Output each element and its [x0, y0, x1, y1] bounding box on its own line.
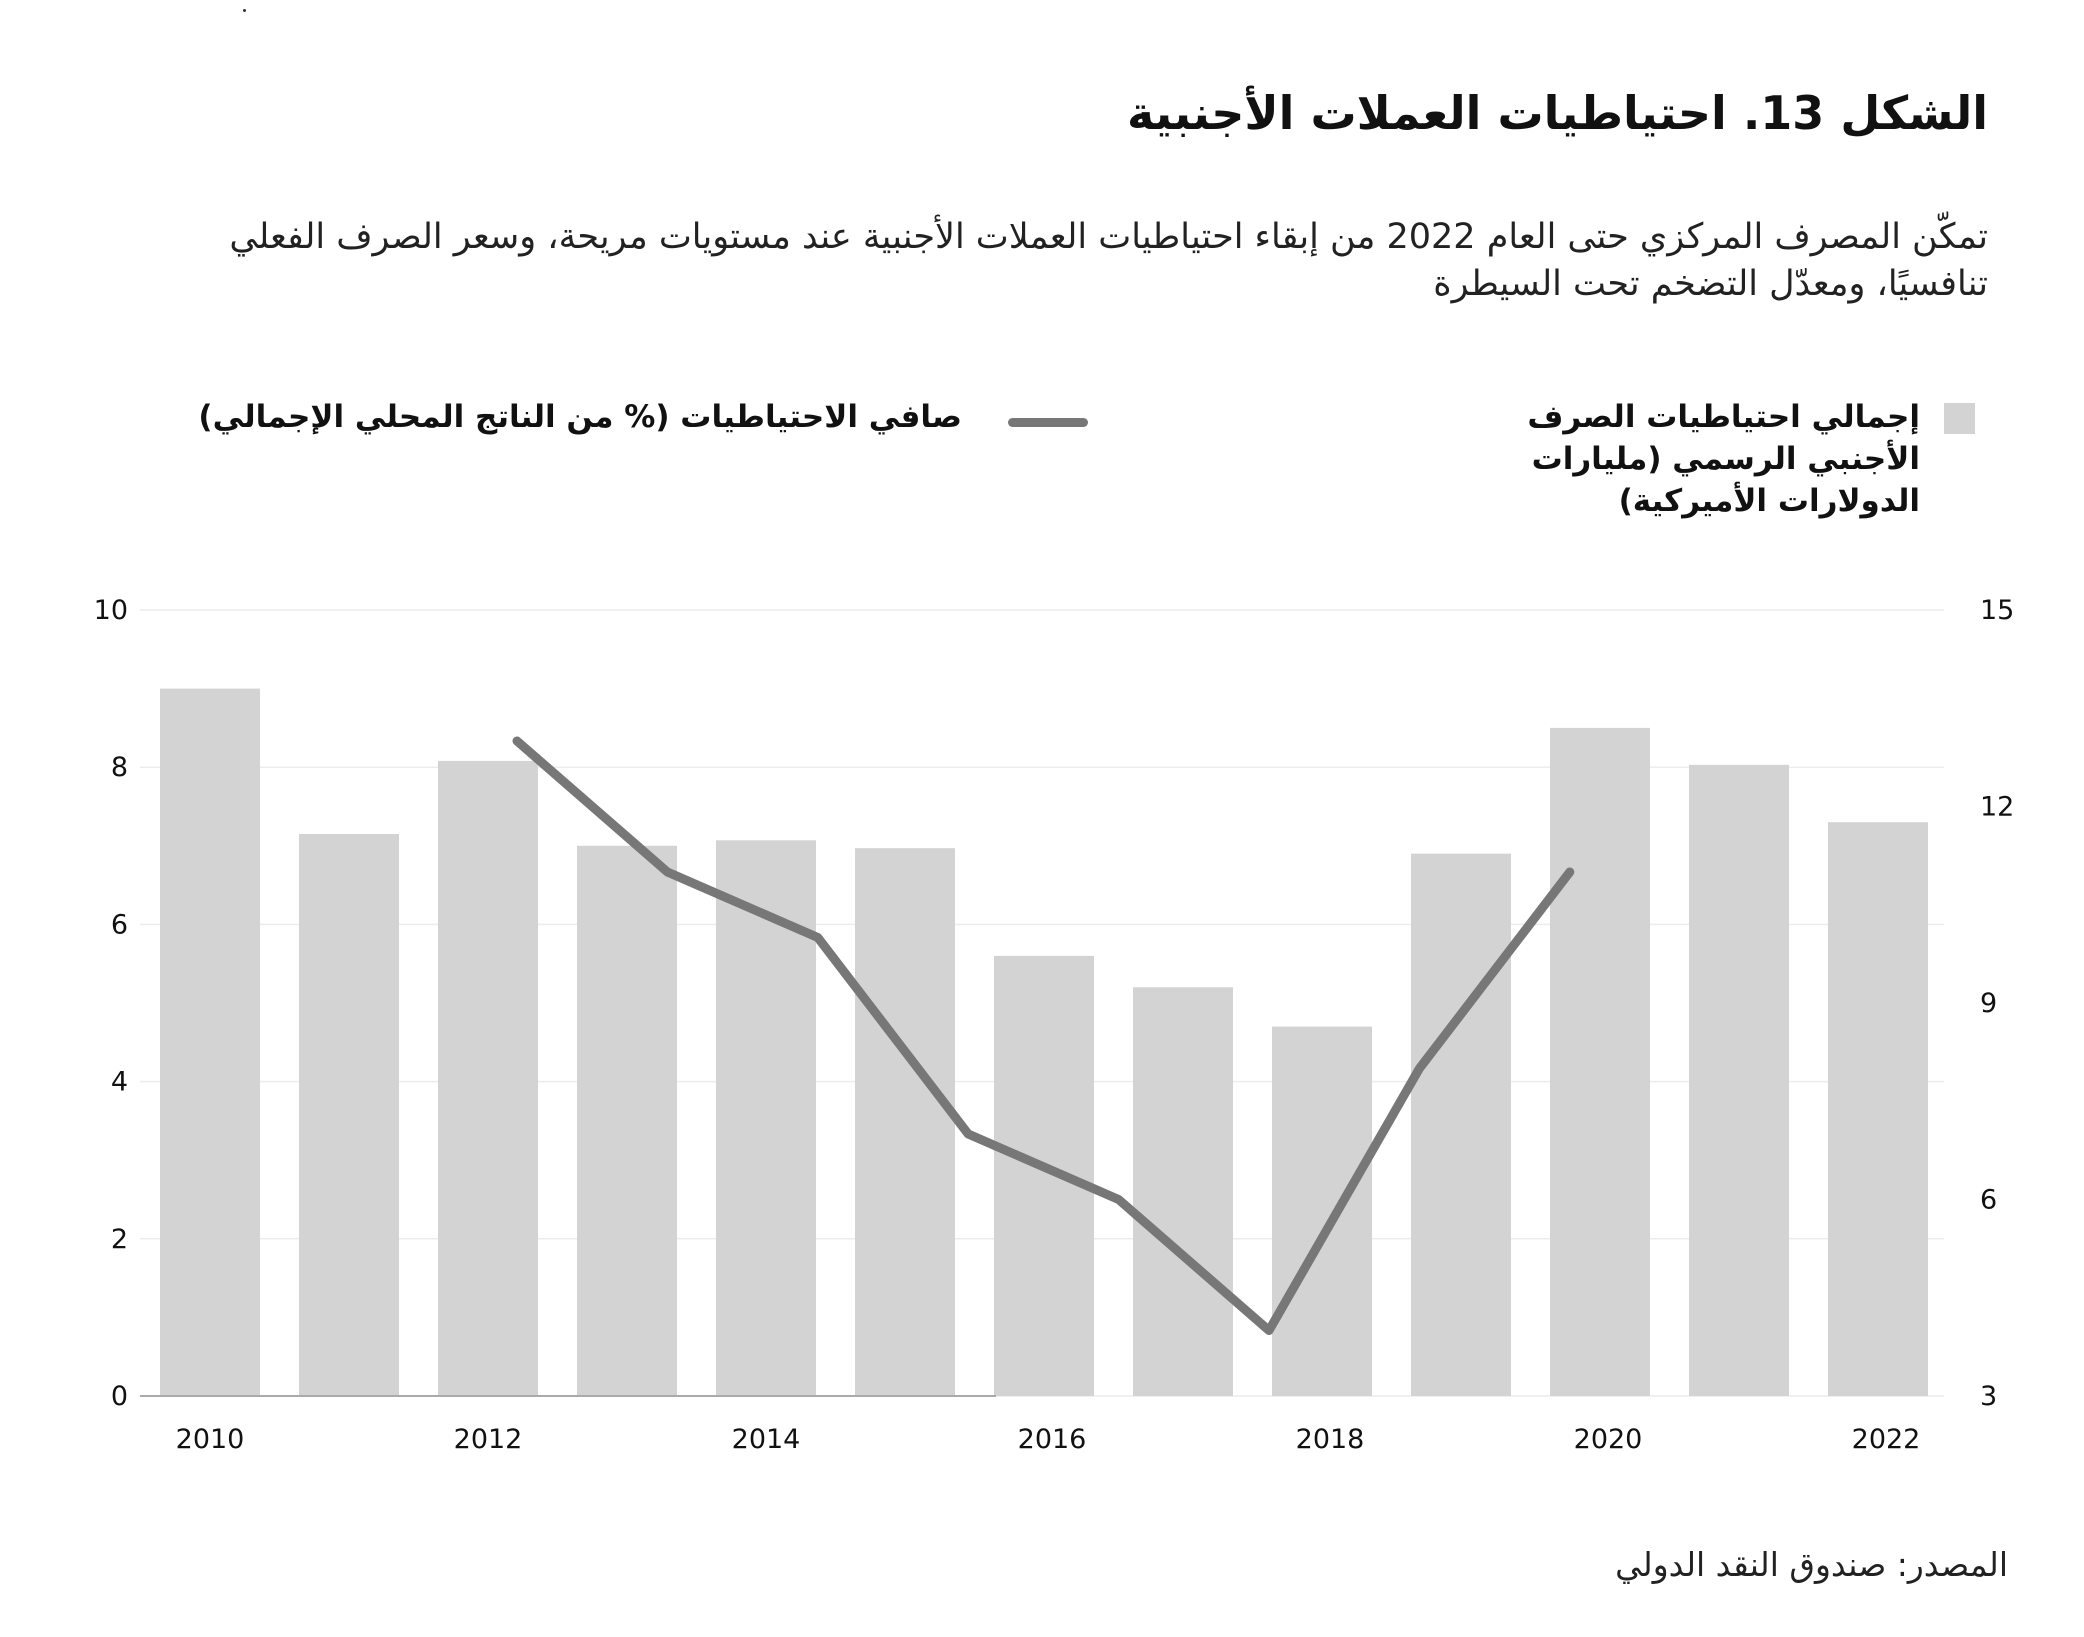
right-axis-tick-label: 3 [1980, 1381, 1997, 1412]
bar-2010 [160, 688, 260, 1396]
legend-bars-swatch [1944, 403, 1975, 434]
right-axis-tick-label: 9 [1980, 988, 1997, 1019]
x-axis-tick-label: 2012 [454, 1424, 523, 1455]
bar-2021 [1689, 764, 1789, 1396]
left-axis-tick-label: 10 [94, 595, 128, 626]
stray-dot [243, 9, 246, 12]
bar-2016 [994, 955, 1094, 1396]
legend-bars-label: إجمالي احتياطيات الصرف الأجنبي الرسمي (م… [1527, 399, 1920, 519]
x-axis-tick-label: 2018 [1296, 1424, 1365, 1455]
left-axis-tick-label: 6 [111, 909, 128, 940]
bar-2013 [577, 845, 677, 1396]
bar-2022 [1828, 822, 1928, 1396]
legend-line-label: صافي الاحتياطيات (% من الناتج المحلي الإ… [198, 399, 962, 435]
bar-2014 [716, 840, 816, 1396]
right-axis-tick-label: 15 [1980, 595, 2014, 626]
line-series-net-reserves [512, 736, 1575, 1335]
legend-line-swatch [1008, 418, 1088, 427]
chart-subtitle: تمكّن المصرف المركزي حتى العام 2022 من إ… [229, 217, 1988, 304]
x-axis-tick-label: 2020 [1574, 1424, 1643, 1455]
bar-2012 [438, 760, 538, 1396]
bar-2020 [1550, 727, 1650, 1396]
bar-2015 [855, 848, 955, 1396]
bar-2019 [1411, 853, 1511, 1396]
chart-title: الشكل 13. احتياطيات العملات الأجنبية [1127, 86, 1988, 140]
left-axis-tick-label: 8 [111, 752, 128, 783]
left-axis-tick-label: 2 [111, 1224, 128, 1255]
bar-2018 [1272, 1026, 1372, 1396]
right-axis-tick-label: 6 [1980, 1185, 1997, 1216]
left-axis-tick-label: 4 [111, 1067, 128, 1098]
source-note: المصدر: صندوق النقد الدولي [1615, 1545, 2008, 1584]
x-axis-tick-label: 2010 [176, 1424, 245, 1455]
left-axis-tick-label: 0 [111, 1381, 128, 1412]
right-axis-tick-label: 12 [1980, 792, 2014, 823]
x-axis-tick-label: 2014 [732, 1424, 801, 1455]
x-axis-tick-label: 2022 [1852, 1424, 1921, 1455]
bar-2011 [299, 834, 399, 1396]
x-axis-tick-label: 2016 [1018, 1424, 1087, 1455]
bar-2017 [1133, 987, 1233, 1396]
